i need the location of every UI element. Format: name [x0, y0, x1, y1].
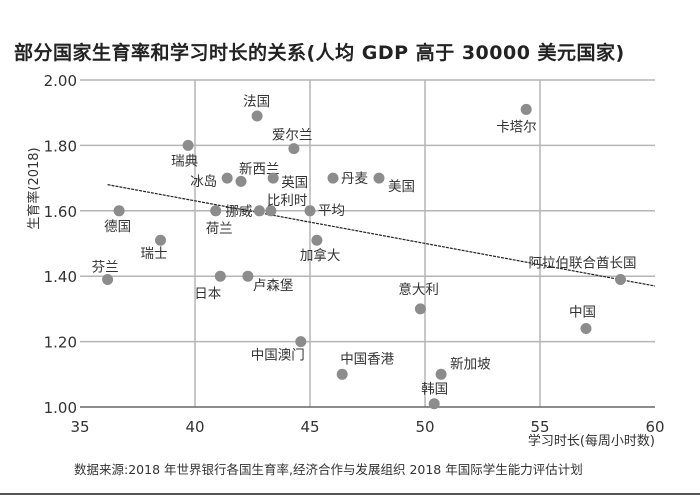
- data-point: [265, 205, 277, 217]
- data-point-label: 挪威: [225, 204, 252, 220]
- data-point-label: 荷兰: [206, 221, 233, 237]
- data-point: [414, 303, 426, 315]
- x-tick-label: 40: [185, 418, 204, 436]
- trend-line: [107, 184, 656, 287]
- x-axis-label: 学习时长(每周小时数): [528, 433, 655, 449]
- x-tick-label: 45: [300, 418, 319, 436]
- y-tick-label: 1.80: [44, 137, 77, 155]
- data-point: [210, 205, 222, 217]
- data-point: [288, 143, 300, 155]
- data-point: [221, 172, 233, 184]
- data-source-note: 数据来源:2018 年世界银行各国生育率,经济合作与发展组织 2018 年国际学…: [74, 462, 583, 477]
- data-point: [253, 205, 265, 217]
- data-point-label: 冰岛: [190, 174, 217, 190]
- x-tick-label: 35: [70, 418, 89, 436]
- data-point-label: 丹麦: [341, 171, 368, 187]
- data-point-label: 意大利: [398, 281, 439, 298]
- data-point-label: 阿拉伯联合酋长国: [529, 254, 637, 271]
- data-point-label: 美国: [388, 179, 415, 195]
- data-point-label: 新西兰: [239, 161, 280, 177]
- x-tick-label: 50: [415, 418, 434, 436]
- data-point-label: 加拿大: [300, 247, 341, 264]
- y-axis-label: 生育率(2018): [26, 147, 42, 229]
- data-point-label: 德国: [104, 219, 131, 235]
- data-point-label: 平均: [318, 203, 345, 219]
- data-point-label: 瑞典: [171, 153, 198, 169]
- data-point-label: 卢森堡: [253, 278, 294, 294]
- y-tick-label: 1.40: [44, 268, 77, 286]
- data-point: [327, 172, 339, 184]
- data-point-label: 中国: [569, 305, 596, 321]
- y-tick-label: 2.00: [44, 72, 77, 90]
- y-tick-label: 1.20: [44, 334, 77, 352]
- data-point-label: 爱尔兰: [272, 128, 313, 144]
- x-tick-label: 60: [645, 418, 664, 436]
- data-point: [295, 336, 307, 348]
- data-point: [102, 273, 114, 285]
- data-point: [580, 323, 592, 335]
- data-point: [155, 234, 166, 246]
- data-point-label: 日本: [194, 286, 221, 302]
- data-point-label: 韩国: [421, 382, 448, 398]
- data-point: [304, 205, 316, 217]
- data-point-label: 英国: [281, 174, 308, 191]
- data-point: [113, 205, 125, 217]
- data-point: [336, 368, 348, 380]
- data-point: [251, 110, 263, 122]
- y-tick-label: 1.60: [44, 203, 77, 221]
- x-tick-label: 55: [530, 418, 549, 436]
- data-point-label: 中国香港: [340, 351, 394, 367]
- data-point-label: 瑞士: [141, 246, 168, 262]
- data-point: [373, 172, 385, 184]
- bottom-divider: [0, 493, 700, 495]
- data-point: [235, 175, 247, 187]
- data-point: [520, 103, 532, 115]
- y-tick-label: 1.00: [44, 399, 77, 417]
- data-point-label: 法国: [243, 94, 270, 110]
- data-point-label: 新加坡: [450, 356, 491, 372]
- data-point: [435, 368, 447, 380]
- data-point-label: 卡塔尔: [496, 119, 537, 135]
- data-point: [428, 398, 440, 410]
- data-point: [214, 270, 226, 282]
- data-point: [182, 139, 194, 151]
- data-point-label: 芬兰: [92, 259, 119, 275]
- data-point: [267, 172, 279, 184]
- data-point-label: 中国澳门: [251, 348, 305, 364]
- data-point-label: 比利时: [267, 193, 308, 209]
- data-point: [311, 234, 323, 246]
- data-point: [242, 270, 254, 282]
- data-point: [615, 273, 626, 285]
- chart-title: 部分国家生育率和学习时长的关系(人均 GDP 高于 30000 美元国家): [14, 42, 625, 64]
